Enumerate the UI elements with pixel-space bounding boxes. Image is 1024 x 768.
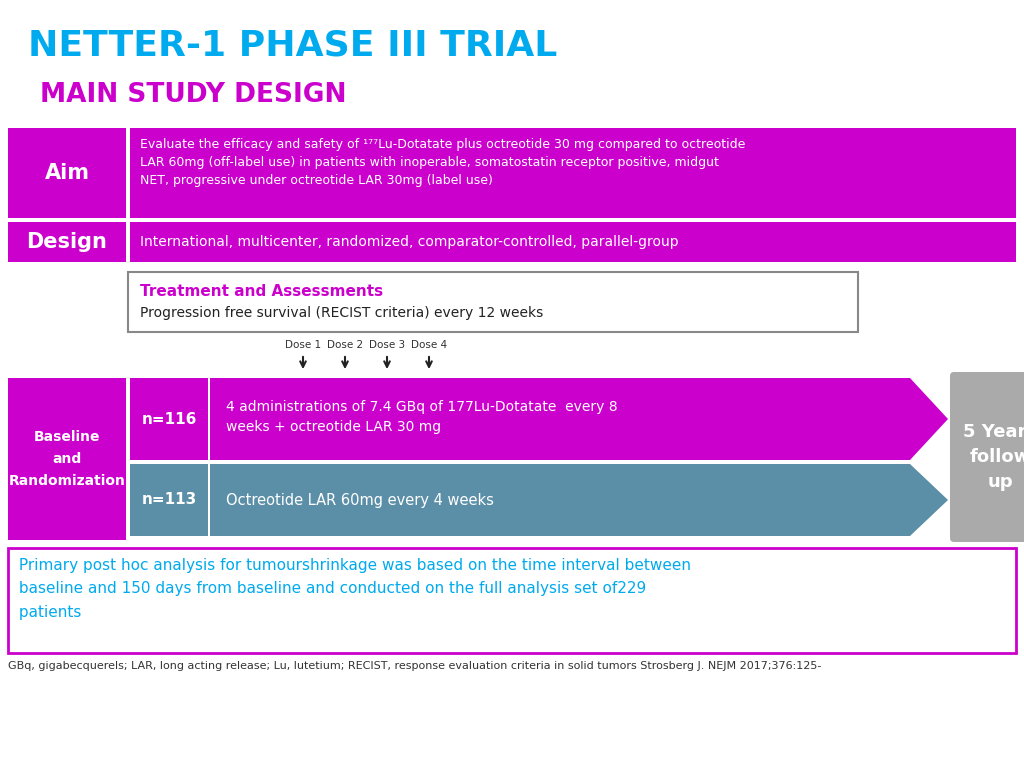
Text: Octreotide LAR 60mg every 4 weeks: Octreotide LAR 60mg every 4 weeks	[226, 492, 494, 508]
Text: Aim: Aim	[44, 163, 89, 183]
Text: Dose 1: Dose 1	[285, 340, 322, 350]
Bar	[130, 460, 1024, 464]
Polygon shape	[210, 378, 948, 460]
Text: 4 administrations of 7.4 GBq of 177Lu-Dotatate  every 8
weeks + octreotide LAR 3: 4 administrations of 7.4 GBq of 177Lu-Do…	[226, 400, 617, 434]
Text: Progression free survival (RECIST criteria) every 12 weeks: Progression free survival (RECIST criter…	[140, 306, 544, 320]
Bar	[130, 378, 208, 460]
Bar	[8, 222, 126, 262]
Bar	[126, 222, 130, 262]
Text: Dose 3: Dose 3	[369, 340, 406, 350]
Text: International, multicenter, randomized, comparator-controlled, parallel-group: International, multicenter, randomized, …	[140, 235, 679, 249]
Text: GBq, gigabecquerels; LAR, long acting release; Lu, lutetium; RECIST, response ev: GBq, gigabecquerels; LAR, long acting re…	[8, 661, 821, 671]
Text: Evaluate the efficacy and safety of ¹⁷⁷Lu-Dotatate plus octreotide 30 mg compare: Evaluate the efficacy and safety of ¹⁷⁷L…	[140, 138, 745, 187]
Bar	[130, 128, 1016, 218]
Bar	[126, 128, 130, 218]
Text: MAIN STUDY DESIGN: MAIN STUDY DESIGN	[40, 82, 346, 108]
Text: Treatment and Assessments: Treatment and Assessments	[140, 284, 383, 299]
Bar	[8, 128, 126, 218]
Bar	[8, 218, 1016, 222]
Text: 5 Years
follow
up: 5 Years follow up	[963, 423, 1024, 491]
Text: Dose 2: Dose 2	[327, 340, 364, 350]
Bar	[130, 222, 1016, 262]
Text: Primary post hoc analysis for tumourshrinkage was based on the time interval bet: Primary post hoc analysis for tumourshri…	[14, 558, 691, 620]
Bar	[8, 378, 126, 540]
Text: Design: Design	[27, 232, 108, 252]
Polygon shape	[210, 464, 948, 536]
FancyBboxPatch shape	[950, 372, 1024, 542]
Text: n=113: n=113	[141, 492, 197, 508]
Text: Baseline
and
Randomization: Baseline and Randomization	[8, 430, 125, 488]
Bar	[130, 464, 208, 536]
Text: NETTER-1 PHASE III TRIAL: NETTER-1 PHASE III TRIAL	[28, 28, 557, 62]
Bar	[128, 272, 858, 332]
Text: Dose 4: Dose 4	[411, 340, 447, 350]
Text: n=116: n=116	[141, 412, 197, 426]
Bar	[8, 548, 1016, 653]
